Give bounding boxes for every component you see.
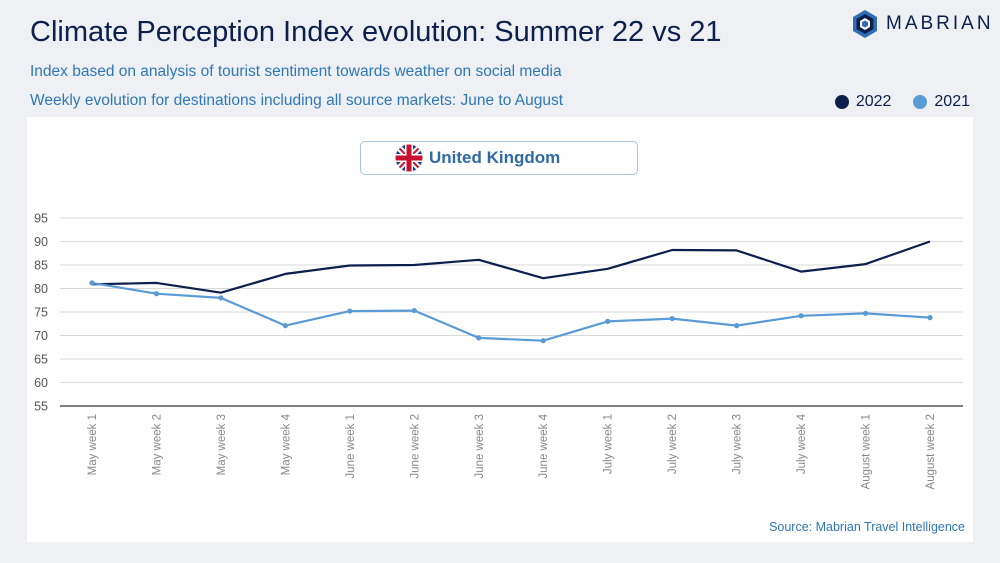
data-point-2021-4	[282, 323, 288, 329]
y-tick-label-70: 70	[34, 329, 48, 343]
subtitle-period: Weekly evolution for destinations includ…	[30, 92, 564, 109]
data-point-2021-13	[862, 310, 869, 317]
legend-item-2021: 2021	[913, 93, 970, 111]
y-tick-label-75: 75	[34, 306, 48, 320]
data-point-2021-10	[669, 315, 675, 322]
legend-label-2021: 2021	[934, 93, 970, 110]
mabrian-hexagon-logo-icon	[853, 10, 877, 38]
source-note: Source: Mabrian Travel Intelligence	[769, 520, 965, 534]
x-tick-label-14: August week 2	[925, 414, 937, 489]
x-tick-label-11: July week 3	[732, 414, 744, 474]
page-title: Climate Perception Index evolution: Summ…	[30, 16, 722, 48]
data-point-2021-14	[927, 315, 933, 321]
data-point-2021-5	[347, 308, 353, 314]
x-tick-label-9: July week 1	[603, 414, 615, 474]
data-point-2021-8	[540, 338, 546, 344]
legend-marker-2021	[913, 95, 928, 109]
data-point-2021-6	[411, 307, 417, 314]
data-point-2021-11	[734, 323, 740, 329]
x-tick-label-6: June week 2	[409, 414, 421, 479]
x-tick-label-2: May week 2	[151, 414, 163, 475]
y-tick-label-60: 60	[34, 376, 48, 390]
x-tick-label-1: May week 1	[87, 414, 99, 475]
data-point-2021-7	[476, 335, 482, 341]
series-line-2022	[91, 240, 931, 294]
y-tick-label-85: 85	[34, 259, 48, 273]
y-tick-label-55: 55	[34, 400, 48, 414]
x-tick-label-12: July week 4	[796, 413, 808, 474]
legend-label-2022: 2022	[855, 93, 892, 110]
x-tick-label-4: May week 4	[280, 413, 292, 475]
x-tick-label-3: May week 3	[216, 414, 228, 475]
legend-item-2022: 2022	[834, 93, 892, 111]
y-tick-label-90: 90	[34, 235, 48, 249]
y-tick-label-65: 65	[34, 353, 48, 367]
x-tick-label-8: June week 4	[538, 413, 550, 478]
chart-legend: 2022 2021	[813, 93, 970, 111]
country-label: United Kingdom	[429, 148, 561, 167]
x-tick-label-10: July week 2	[667, 414, 679, 474]
data-point-2021-9	[605, 318, 611, 324]
uk-flag-icon	[395, 144, 423, 172]
chart-card	[27, 117, 973, 542]
subtitle-description: Index based on analysis of tourist senti…	[30, 63, 562, 80]
x-tick-label-7: June week 3	[474, 414, 486, 479]
y-tick-label-80: 80	[34, 282, 48, 296]
legend-marker-2022	[834, 95, 849, 109]
x-tick-label-5: June week 1	[345, 414, 357, 479]
logo-text: MABRIAN	[886, 13, 994, 34]
mabrian-logo: MABRIAN	[852, 8, 994, 40]
data-point-2021-12	[798, 313, 804, 319]
data-point-2021-1	[89, 280, 95, 286]
country-selector: United Kingdom	[360, 141, 638, 175]
x-tick-label-13: August week 1	[861, 414, 873, 489]
y-tick-label-95: 95	[34, 212, 48, 226]
series-line-2021	[91, 281, 931, 342]
data-point-2021-2	[153, 291, 160, 297]
data-point-2021-3	[218, 295, 224, 301]
